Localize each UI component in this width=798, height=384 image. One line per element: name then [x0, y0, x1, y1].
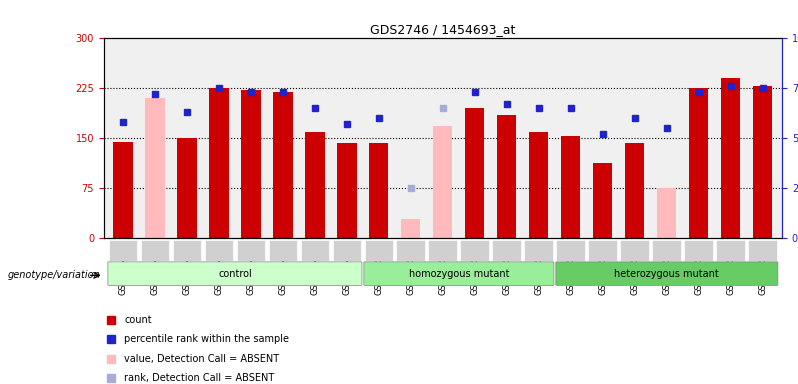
Bar	[241, 90, 260, 238]
Bar	[333, 240, 361, 261]
FancyBboxPatch shape	[108, 262, 362, 285]
Bar	[236, 240, 265, 261]
Bar	[397, 240, 425, 261]
Bar	[140, 240, 169, 261]
Bar	[717, 240, 745, 261]
Bar	[749, 240, 777, 261]
Bar	[433, 126, 452, 238]
Bar	[524, 240, 553, 261]
Bar	[145, 98, 164, 238]
Bar	[497, 115, 516, 238]
Bar	[626, 143, 645, 238]
Bar	[109, 240, 137, 261]
Bar	[268, 240, 298, 261]
Bar	[685, 240, 713, 261]
Text: genotype/variation: genotype/variation	[8, 270, 101, 280]
Bar	[753, 86, 772, 238]
Bar	[492, 240, 521, 261]
Bar	[593, 163, 612, 238]
Title: GDS2746 / 1454693_at: GDS2746 / 1454693_at	[370, 23, 516, 36]
Text: heterozygous mutant: heterozygous mutant	[614, 268, 719, 279]
Bar	[369, 143, 389, 238]
Text: count: count	[124, 315, 152, 325]
Bar	[588, 240, 618, 261]
Bar	[721, 78, 741, 238]
Text: rank, Detection Call = ABSENT: rank, Detection Call = ABSENT	[124, 373, 275, 383]
FancyBboxPatch shape	[556, 262, 778, 285]
Text: percentile rank within the sample: percentile rank within the sample	[124, 334, 289, 344]
Bar	[561, 136, 580, 238]
Bar	[621, 240, 650, 261]
Bar	[177, 138, 196, 238]
Bar	[689, 88, 709, 238]
Bar	[338, 143, 357, 238]
Bar	[653, 240, 681, 261]
Text: control: control	[218, 268, 252, 279]
Text: homozygous mutant: homozygous mutant	[409, 268, 509, 279]
Bar	[465, 108, 484, 238]
Bar	[365, 240, 393, 261]
Text: value, Detection Call = ABSENT: value, Detection Call = ABSENT	[124, 354, 279, 364]
FancyBboxPatch shape	[364, 262, 554, 285]
Bar	[301, 240, 330, 261]
Bar	[658, 188, 677, 238]
Bar	[429, 240, 457, 261]
Bar	[306, 132, 325, 238]
Bar	[556, 240, 585, 261]
Bar	[401, 219, 421, 238]
Bar	[529, 132, 548, 238]
Bar	[209, 88, 228, 238]
Bar	[113, 142, 132, 238]
Bar	[204, 240, 233, 261]
Bar	[172, 240, 201, 261]
Bar	[460, 240, 489, 261]
Bar	[273, 92, 293, 238]
